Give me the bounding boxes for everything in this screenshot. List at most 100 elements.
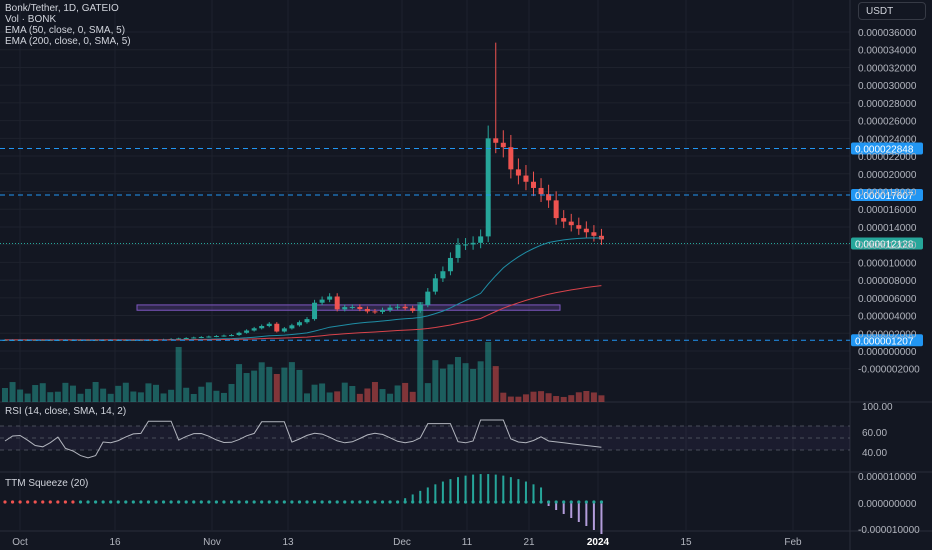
price-tick-label: 0.000016000 xyxy=(858,205,917,216)
volume-bar xyxy=(130,391,137,402)
volume-bar xyxy=(32,385,39,402)
candle-body xyxy=(455,244,461,258)
squeeze-dot xyxy=(71,500,75,504)
horizontal-levels: 0.000022848 0.000017607 0.000001207 0.00001… xyxy=(0,142,923,347)
volume-bar xyxy=(69,385,76,402)
squeeze-dot xyxy=(448,500,453,504)
candle-body xyxy=(440,271,446,279)
price-tick-label: 0.000022000 xyxy=(858,152,917,163)
price-tick-label: 0.000002000 xyxy=(858,329,917,340)
volume-bar xyxy=(288,362,295,402)
time-tick-label: Dec xyxy=(393,537,411,548)
volume-bar xyxy=(598,395,605,402)
candle-body xyxy=(591,232,597,236)
candle-body xyxy=(191,337,197,339)
squeeze-dot xyxy=(275,500,279,504)
volume-bar xyxy=(462,363,469,402)
volume-bar xyxy=(455,357,461,402)
candle-body xyxy=(274,323,280,332)
squeeze-dot xyxy=(124,500,128,504)
ema50-legend[interactable]: EMA (50, close, 0, SMA, 5) xyxy=(5,25,126,36)
squeeze-dot xyxy=(131,500,135,504)
price-tick-label: 0.000008000 xyxy=(858,276,917,287)
volume-bar xyxy=(107,393,114,402)
volume-bar xyxy=(85,388,92,402)
squeeze-dot xyxy=(471,500,475,504)
squeeze-dot xyxy=(229,500,234,504)
squeeze-dot xyxy=(403,500,407,504)
volume-bar xyxy=(296,369,303,402)
time-tick-label: 16 xyxy=(109,537,121,548)
squeeze-dot xyxy=(78,500,83,504)
currency-selector[interactable]: USDT xyxy=(858,2,926,20)
squeeze-dot xyxy=(463,500,468,504)
candle-body xyxy=(327,296,333,300)
candle-body xyxy=(259,326,265,329)
price-tick-label: 0.000034000 xyxy=(858,46,917,57)
volume-bar xyxy=(145,383,152,402)
candle-body xyxy=(485,138,491,237)
squeeze-dot xyxy=(267,500,271,504)
candle-body xyxy=(372,311,378,313)
volume-bar xyxy=(236,364,243,402)
volume-bar xyxy=(168,389,175,402)
squeeze-dot xyxy=(214,500,218,504)
volume-bar xyxy=(507,396,514,402)
squeeze-dot xyxy=(486,500,490,504)
price-tag xyxy=(851,237,923,250)
candle-body xyxy=(478,236,484,243)
candle-body xyxy=(553,200,559,219)
axes: 0.000036000 0.000034000 0.000032000 0.00003… xyxy=(12,28,920,548)
volume-bar xyxy=(220,392,227,402)
price-tick-label: 0.000036000 xyxy=(858,28,917,39)
volume-bar xyxy=(47,392,54,402)
squeeze-dot xyxy=(146,500,151,504)
squeeze-dot xyxy=(101,500,105,504)
volume-bar xyxy=(568,395,575,402)
volume-bar xyxy=(553,396,560,402)
volume-bar xyxy=(304,393,310,402)
volume-bar xyxy=(92,382,99,402)
volume-legend[interactable]: Vol · BONK xyxy=(5,14,57,25)
time-tick-label: 21 xyxy=(523,537,535,548)
candle-body xyxy=(251,328,257,331)
candle-body xyxy=(266,323,272,327)
squeeze-legend[interactable]: TTM Squeeze (20) xyxy=(5,478,89,489)
volume-bar xyxy=(62,382,69,402)
candle-body xyxy=(561,218,567,222)
rsi-pane: 100.00 60.00 40.00 xyxy=(0,402,893,459)
volume-bar xyxy=(175,347,182,402)
candle-body xyxy=(244,330,250,333)
symbol-title[interactable]: Bonk/Tether, 1D, GATEIO xyxy=(5,3,119,14)
volume-bar xyxy=(54,391,61,402)
squeeze-dot xyxy=(260,500,264,504)
volume-bar xyxy=(334,391,341,402)
price-tag xyxy=(851,188,923,201)
volume-bar xyxy=(583,391,590,402)
squeeze-dot xyxy=(516,500,521,504)
squeeze-dot xyxy=(56,500,60,504)
squeeze-pane: 0.000010000 0.000000000 -0.000010000 xyxy=(3,472,920,536)
squeeze-dot xyxy=(26,500,30,504)
rsi-legend[interactable]: RSI (14, close, SMA, 14, 2) xyxy=(5,406,127,417)
candle-body xyxy=(281,328,287,332)
volume-bar xyxy=(371,382,378,402)
volume-bar xyxy=(470,368,477,402)
squeeze-dot xyxy=(577,500,581,504)
squeeze-dot xyxy=(373,500,377,504)
candle-body xyxy=(357,306,363,310)
squeeze-dot xyxy=(396,500,400,504)
squeeze-dot xyxy=(343,500,347,504)
candle-body xyxy=(319,299,325,303)
squeeze-dot xyxy=(10,500,15,504)
squeeze-dot xyxy=(335,500,339,504)
volume-bar xyxy=(439,368,446,402)
volume-bar xyxy=(341,382,348,402)
ema200-legend[interactable]: EMA (200, close, 0, SMA, 5) xyxy=(5,36,131,47)
volume-bar xyxy=(228,383,235,402)
volume-bar xyxy=(394,385,401,402)
squeeze-dot xyxy=(599,500,604,504)
volume-bar xyxy=(560,396,567,402)
